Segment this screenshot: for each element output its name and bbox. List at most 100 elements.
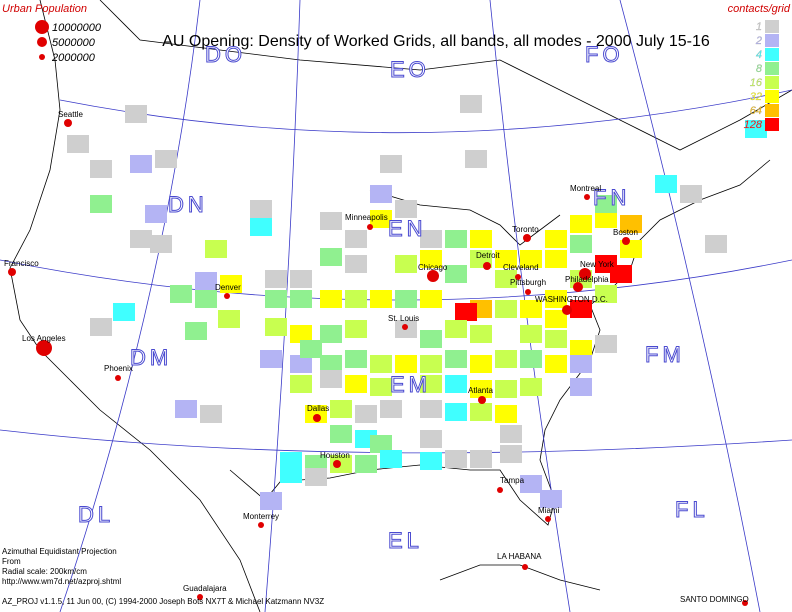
legends: 10000000 5000000 2000000 1 2 4 8 16 32 64 128 <box>35 20 779 131</box>
density-cell <box>445 265 467 283</box>
city-dot <box>258 522 264 528</box>
density-cell <box>330 425 352 443</box>
footer-line: Radial scale: 200km/cm <box>2 567 87 576</box>
density-cell <box>370 378 392 396</box>
density-cell <box>655 175 677 193</box>
city-label: Philadelphia <box>565 275 609 284</box>
density-cell <box>520 250 542 268</box>
density-cell <box>395 200 417 218</box>
density-cell <box>445 230 467 248</box>
density-cell <box>250 200 272 218</box>
city-label: Guadalajara <box>183 584 227 593</box>
density-cell <box>265 290 287 308</box>
density-swatch <box>765 34 779 47</box>
density-cell <box>545 330 567 348</box>
density-cell <box>470 380 492 398</box>
density-level: 128 <box>744 119 763 131</box>
density-cell <box>595 285 617 303</box>
density-cell <box>290 325 312 343</box>
density-cell <box>500 425 522 443</box>
grid-square-label: FO <box>585 42 624 67</box>
density-swatch <box>765 104 779 117</box>
city-dot <box>402 324 408 330</box>
city-label: Seattle <box>58 110 83 119</box>
density-cell <box>495 270 517 288</box>
density-cell <box>150 235 172 253</box>
city-label: Minneapolis <box>345 213 388 222</box>
density-cell <box>420 430 442 448</box>
density-legend-title: contacts/grid <box>728 3 791 15</box>
density-cell <box>705 235 727 253</box>
density-cell <box>280 465 302 483</box>
map-title: AU Opening: Density of Worked Grids, all… <box>162 33 710 50</box>
density-swatch <box>765 62 779 75</box>
density-cell <box>355 405 377 423</box>
density-cell <box>395 290 417 308</box>
city-label: Pittsburgh <box>510 278 546 287</box>
grid-square-labels: DO EO FO DN EN FN DM EM FM DL EL FL <box>78 42 706 554</box>
city-label: Denver <box>215 283 241 292</box>
density-cell <box>330 400 352 418</box>
density-cell <box>570 235 592 253</box>
density-cell <box>570 340 592 358</box>
density-cell <box>420 330 442 348</box>
city-dot <box>427 270 439 282</box>
population-symbol <box>35 20 49 34</box>
density-level: 2 <box>755 35 762 47</box>
city-label: New York <box>580 260 615 269</box>
density-cell <box>155 150 177 168</box>
city-dot <box>478 396 486 404</box>
density-cell <box>445 403 467 421</box>
density-cell <box>320 290 342 308</box>
density-cell <box>345 320 367 338</box>
density-cell <box>420 400 442 418</box>
grid-square-label: DN <box>168 192 208 217</box>
density-cell <box>495 300 517 318</box>
density-cell <box>470 355 492 373</box>
city-label: Monterrey <box>243 512 279 521</box>
city-label: Phoenix <box>104 364 133 373</box>
grid-square-label: DO <box>205 42 246 67</box>
density-cell <box>420 355 442 373</box>
density-cell <box>380 450 402 468</box>
city-label: Tampa <box>500 476 525 485</box>
footer-line: From <box>2 557 21 566</box>
city-dot <box>115 375 121 381</box>
density-cell <box>595 210 617 228</box>
density-level: 1 <box>756 21 762 33</box>
city-label: LA HABANA <box>497 552 542 561</box>
city-dot <box>523 234 531 242</box>
city-label: Montreal <box>570 184 601 193</box>
population-level: 2000000 <box>51 52 96 64</box>
city-dot <box>522 564 528 570</box>
density-cell <box>495 405 517 423</box>
density-cell <box>185 322 207 340</box>
city-dot <box>584 194 590 200</box>
density-cell <box>545 230 567 248</box>
density-cell <box>445 350 467 368</box>
density-cell <box>90 195 112 213</box>
city-label: Houston <box>320 451 350 460</box>
density-cell <box>90 318 112 336</box>
grid-square-label: DM <box>130 345 172 370</box>
density-cell <box>520 475 542 493</box>
density-level: 4 <box>756 49 762 61</box>
density-cell <box>320 370 342 388</box>
city-label: Atlanta <box>468 386 493 395</box>
city-dot <box>36 340 52 356</box>
density-cell <box>380 400 402 418</box>
density-cell <box>90 160 112 178</box>
density-cell <box>445 450 467 468</box>
grid-square-label: FN <box>593 185 630 210</box>
density-cell <box>520 378 542 396</box>
density-cell <box>175 400 197 418</box>
density-cell <box>620 215 642 233</box>
density-cell <box>113 303 135 321</box>
density-cell <box>420 290 442 308</box>
density-cell <box>610 265 632 283</box>
density-cell <box>465 150 487 168</box>
density-cells <box>67 95 767 510</box>
density-cell <box>395 355 417 373</box>
density-level: 8 <box>756 63 763 75</box>
